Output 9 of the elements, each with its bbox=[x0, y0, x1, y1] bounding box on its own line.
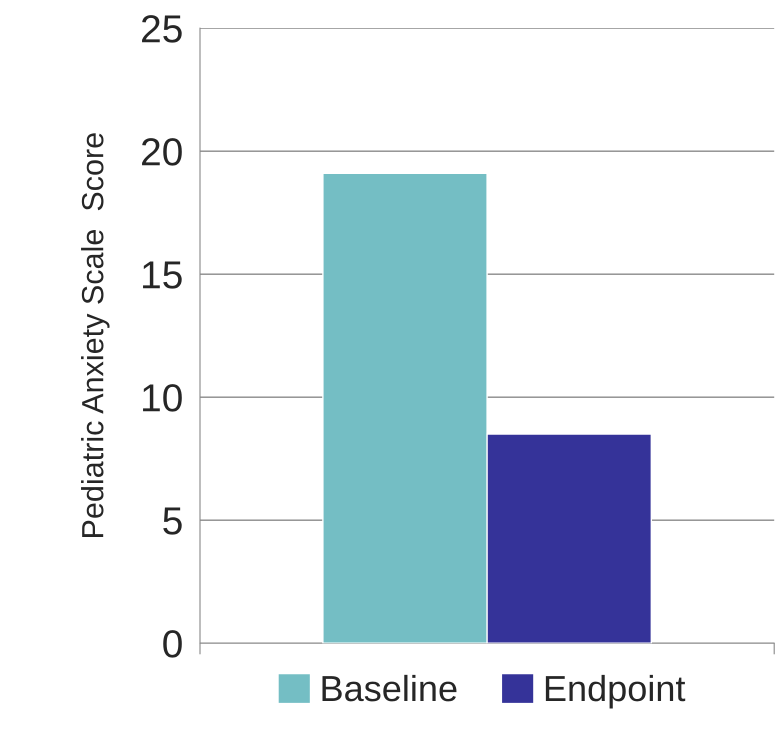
legend-label: Baseline bbox=[322, 674, 456, 702]
y-tick-label: 15 bbox=[143, 262, 182, 289]
y-tick-label: 10 bbox=[143, 384, 182, 412]
y-tick-label: 0 bbox=[163, 630, 182, 658]
legend-label: Endpoint bbox=[546, 674, 686, 708]
y-tick-label: 5 bbox=[163, 508, 182, 535]
y-tick-label: 25 bbox=[142, 15, 182, 43]
y-tick-label: 20 bbox=[142, 138, 182, 166]
y-axis-title: Pediatric Anxiety Scale Score bbox=[81, 133, 110, 537]
